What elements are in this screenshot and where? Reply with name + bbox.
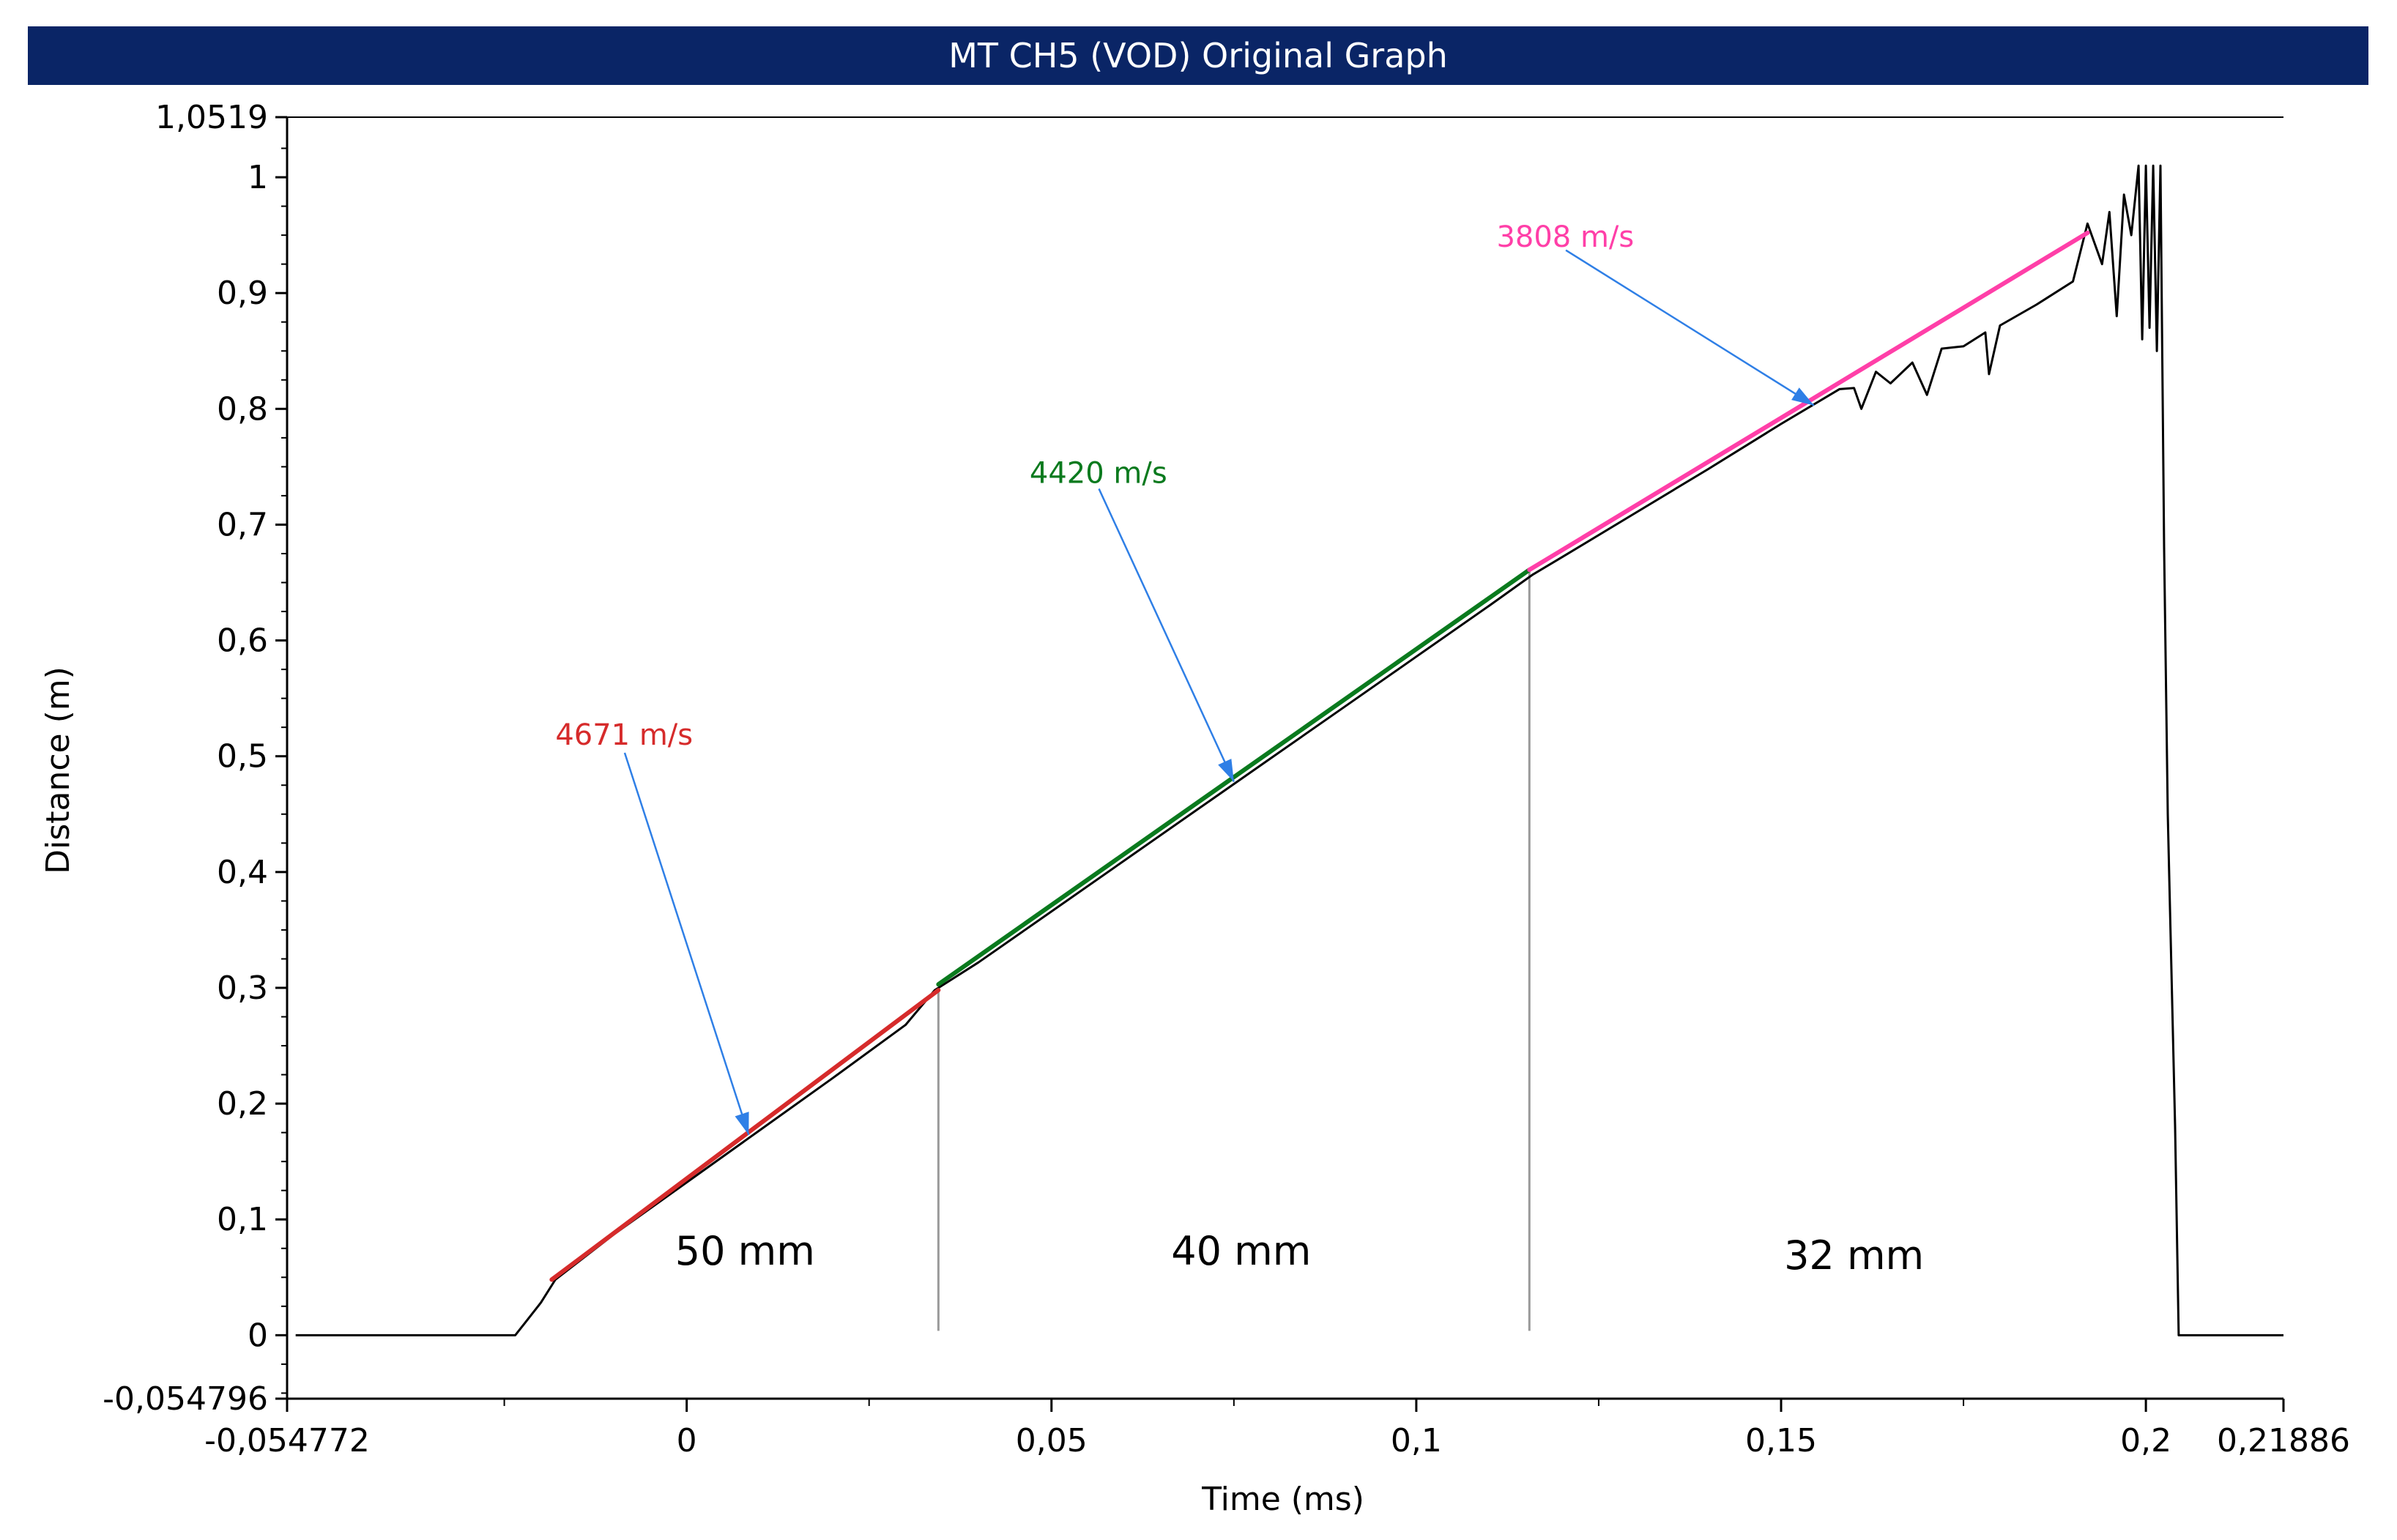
- y-tick-label: 0,9: [217, 275, 268, 312]
- x-tick-label: 0,21886: [2217, 1422, 2350, 1459]
- x-tick-label: 0: [677, 1422, 697, 1459]
- segment-length-label: 32 mm: [1784, 1232, 1924, 1279]
- chart-title: MT CH5 (VOD) Original Graph: [948, 36, 1448, 75]
- y-tick-label: 0,6: [217, 622, 268, 660]
- velocity-label: 4671 m/s: [555, 718, 693, 752]
- y-axis-title: Distance (m): [40, 666, 77, 874]
- annotation-arrowhead: [1218, 759, 1234, 782]
- y-tick-label: 0,7: [217, 506, 268, 543]
- velocity-label: 4420 m/s: [1030, 457, 1167, 491]
- y-tick-label: 0,4: [217, 854, 268, 891]
- velocity-fit-line: [549, 988, 941, 1282]
- y-tick-label: 0,5: [217, 738, 268, 775]
- annotation-arrowhead: [735, 1112, 749, 1135]
- annotation-arrow-line: [1565, 249, 1815, 406]
- velocity-label: 3808 m/s: [1496, 220, 1634, 254]
- y-tick-label: 1: [248, 159, 268, 196]
- y-tick-label: 0,1: [217, 1201, 268, 1238]
- y-tick-label: 0,8: [217, 390, 268, 428]
- segment-length-label: 50 mm: [675, 1228, 815, 1274]
- y-tick-label: 0,2: [217, 1085, 268, 1123]
- segment-length-label: 40 mm: [1171, 1228, 1311, 1274]
- y-tick-label: 0,3: [217, 970, 268, 1007]
- x-tick-label: -0,054772: [204, 1422, 370, 1459]
- distance-trace-line: [295, 164, 2283, 1336]
- annotation-arrowhead: [1791, 387, 1814, 406]
- x-axis-title: Time (ms): [1201, 1481, 1364, 1518]
- x-tick-label: 0,05: [1016, 1422, 1088, 1459]
- velocity-fit-line: [936, 568, 1532, 987]
- x-tick-label: 0,15: [1745, 1422, 1817, 1459]
- x-tick-label: 0,2: [2120, 1422, 2171, 1459]
- y-tick-label: 0: [248, 1317, 268, 1354]
- y-tick-label: 1,0519: [155, 99, 268, 136]
- x-tick-label: 0,1: [1391, 1422, 1442, 1459]
- chart-title-bar: MT CH5 (VOD) Original Graph: [28, 26, 2368, 85]
- annotation-arrow-line: [1098, 488, 1235, 783]
- annotation-arrow-line: [623, 752, 750, 1136]
- y-tick-label: -0,054796: [103, 1380, 268, 1418]
